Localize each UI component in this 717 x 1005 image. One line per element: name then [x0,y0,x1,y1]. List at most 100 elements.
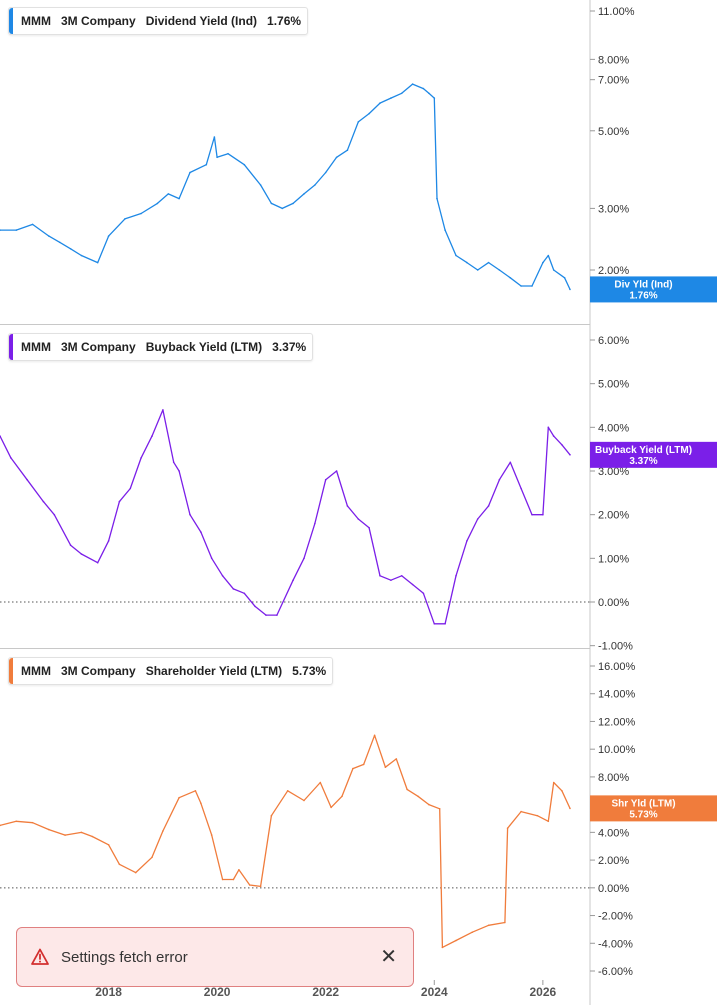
legend-metric: Dividend Yield (Ind) [145,14,258,28]
data-point [189,513,191,516]
data-point [433,623,436,625]
data-point [509,461,512,464]
series-line [0,409,571,625]
data-point [531,513,533,516]
y-tick-label: -1.00% [598,641,633,653]
close-icon[interactable]: ✕ [380,946,397,968]
y-tick-label: 4.00% [598,827,629,839]
x-tick-label: 2024 [421,985,448,999]
data-point [411,83,414,85]
data-point [536,814,539,817]
data-point [455,575,457,577]
data-point [26,478,28,481]
data-point [436,197,438,200]
series-line [0,734,571,949]
data-point [569,454,571,456]
data-point [243,163,246,166]
warning-triangle-icon [31,948,49,965]
data-point [270,814,273,817]
y-tick-label: 10.00% [598,744,636,756]
data-point [561,790,563,792]
value-badge [590,276,717,303]
data-point [531,285,533,287]
data-point [254,605,256,608]
data-point [520,285,522,287]
data-point [210,557,213,560]
data-point [205,163,208,166]
data-point [498,269,501,271]
data-point [547,426,550,429]
data-point [400,92,403,95]
data-point [178,470,180,472]
data-point [520,487,522,490]
data-point [10,457,12,459]
data-point [384,766,387,768]
data-point [243,592,246,595]
x-tick-label: 2022 [312,985,339,999]
y-tick-label: 12.00% [598,716,636,728]
data-point [270,202,273,205]
data-point [330,806,332,809]
data-point [221,878,224,881]
legend-company: 3M Company [61,14,136,28]
data-point [428,803,430,806]
data-point [48,828,50,831]
data-point [498,478,501,481]
series-line [0,83,571,290]
series-color-swatch [9,658,13,684]
data-point [162,830,164,832]
y-tick-label: 0.00% [598,597,629,609]
data-point [189,171,191,174]
data-point [455,939,457,942]
data-point [0,435,1,437]
y-tick-label: 2.00% [598,855,629,867]
legend-shareholder-yield[interactable]: MMM 3M Company Shareholder Yield (LTM) 5… [8,657,334,685]
data-point [504,921,506,924]
data-point [80,831,83,834]
data-point [509,277,512,279]
data-point [31,223,34,226]
data-point [379,102,381,104]
value-badge [590,795,717,822]
error-toast: Settings fetch error ✕ [16,927,414,987]
data-point [487,505,490,507]
legend-dividend-yield[interactable]: MMM 3M Company Dividend Yield (Ind) 1.76… [8,7,309,35]
legend-buyback-yield[interactable]: MMM 3M Company Buyback Yield (LTM) 3.37% [8,333,314,361]
data-point [487,261,490,264]
data-point [561,444,563,446]
data-point [422,592,425,595]
y-tick-label: -4.00% [598,938,633,950]
data-point [303,193,305,195]
legend-value: 1.76% [267,14,302,28]
data-point [213,136,216,138]
y-tick-label: 14.00% [598,689,636,701]
data-point [248,884,251,886]
data-point [232,588,235,590]
y-tick-label: 8.00% [598,772,629,784]
data-point [216,156,218,159]
y-tick-label: 2.00% [598,265,629,277]
data-point [91,835,94,838]
data-point [444,229,446,231]
data-point [162,409,164,411]
data-point [107,235,110,237]
data-point [194,790,197,792]
data-point [178,796,180,799]
data-point [292,202,294,205]
data-point [379,575,381,577]
data-point [476,269,479,271]
data-point [292,579,294,581]
y-tick-label: 0.00% [598,883,629,895]
data-point [390,97,392,99]
data-point [411,583,414,586]
data-point [563,277,566,279]
data-point [80,553,83,555]
data-point [319,781,322,784]
data-point [129,487,132,490]
y-tick-label: 11.00% [598,6,635,18]
data-point [0,824,1,827]
data-point [428,92,430,95]
data-point [314,522,316,525]
y-tick-label: -2.00% [598,911,633,923]
data-point [31,821,34,824]
